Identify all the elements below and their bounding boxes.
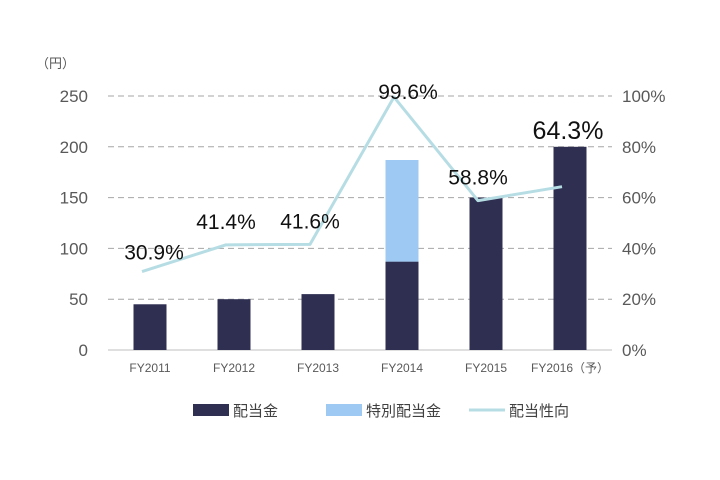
legend-label: 特別配当金 <box>366 402 441 420</box>
y-left-tick-label: 50 <box>69 290 88 309</box>
y-left-tick-label: 250 <box>60 87 88 106</box>
legend-label: 配当性向 <box>509 402 569 420</box>
legend-swatch <box>326 404 362 416</box>
y-right-tick-label: 80% <box>622 138 656 157</box>
bar-special-dividend <box>385 160 419 262</box>
data-label: 30.9% <box>124 242 184 265</box>
y-right-tick-label: 0% <box>622 341 647 360</box>
y-right-tick-label: 60% <box>622 189 656 208</box>
legend: 配当金 特別配当金 配当性向 <box>193 402 569 420</box>
bar-dividend <box>385 261 419 350</box>
x-tick-label: FY2014 <box>381 361 423 375</box>
data-labels: 30.9% 41.4% 41.6% 99.6% 58.8% 64.3% <box>124 81 603 264</box>
x-tick-label: FY2016（予） <box>531 361 609 375</box>
y-right-tick-label: 40% <box>622 239 656 258</box>
line-series <box>141 95 563 273</box>
data-label: 58.8% <box>448 167 508 190</box>
y-left-tick-label: 200 <box>60 138 88 157</box>
y-left-tick-label: 150 <box>60 189 88 208</box>
y-left-tick-label: 100 <box>60 239 88 258</box>
payout-ratio-line <box>141 95 563 273</box>
x-tick-label: FY2015 <box>465 361 507 375</box>
gridlines <box>108 95 612 351</box>
data-label: 41.6% <box>280 210 340 233</box>
x-tick-label: FY2011 <box>129 361 170 375</box>
legend-label: 配当金 <box>233 402 278 420</box>
y-right-tick-label: 100% <box>622 87 665 106</box>
y-right-tick-label: 20% <box>622 290 656 309</box>
x-tick-label: FY2012 <box>213 361 255 375</box>
y-left-unit-label: （円） <box>36 57 75 72</box>
bar-dividend <box>133 304 167 350</box>
data-label: 64.3% <box>533 117 604 145</box>
data-label: 99.6% <box>378 81 438 104</box>
data-label: 41.4% <box>196 211 256 234</box>
y-left-tick-label: 0 <box>79 341 88 360</box>
bar-series <box>133 146 587 350</box>
bar-dividend <box>301 294 335 350</box>
axes: （円） 0 50 100 150 200 250 0% 20% 40% 60% 80% 100% FY2… <box>36 57 665 375</box>
bar-dividend <box>217 299 251 350</box>
x-tick-label: FY2013 <box>297 361 339 375</box>
bar-dividend <box>469 197 503 350</box>
bar-dividend <box>553 146 587 350</box>
legend-swatch <box>193 404 229 416</box>
